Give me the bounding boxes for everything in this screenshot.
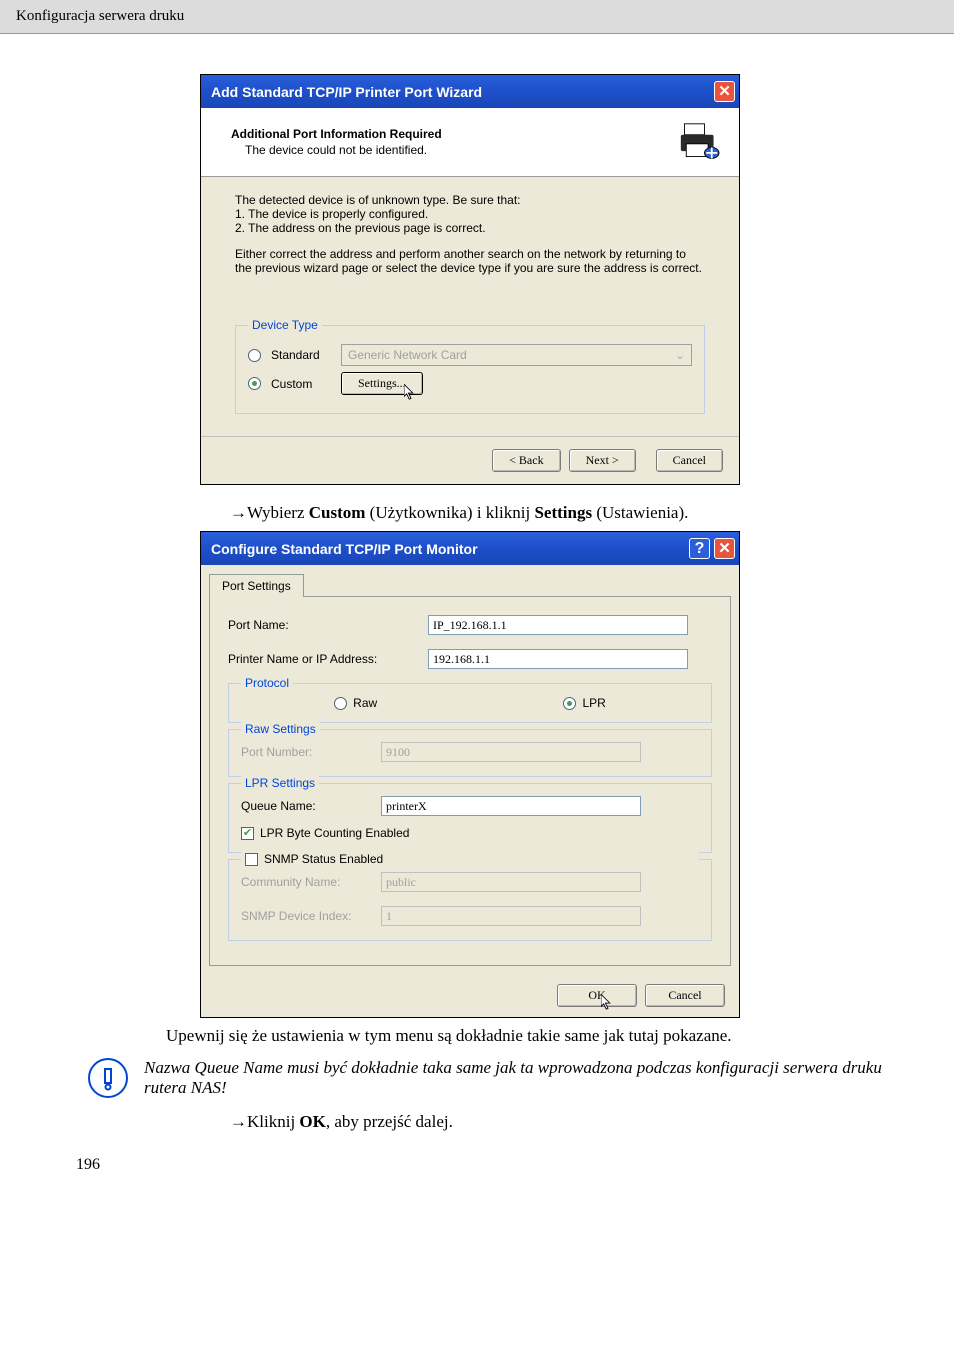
dialog-title: Add Standard TCP/IP Printer Port Wizard [211, 84, 482, 100]
dialog-titlebar: Add Standard TCP/IP Printer Port Wizard … [201, 75, 739, 108]
queue-name-label: Queue Name: [241, 799, 381, 813]
queue-name-input[interactable] [381, 796, 641, 816]
radio-icon[interactable] [248, 377, 261, 390]
radio-icon[interactable] [248, 349, 261, 362]
header-text: Konfiguracja serwera druku [16, 8, 184, 24]
snmp-index-label: SNMP Device Index: [241, 909, 381, 923]
wizard-dialog: Add Standard TCP/IP Printer Port Wizard … [200, 74, 740, 485]
wizard-buttons: < Back Next > Cancel [201, 436, 739, 484]
wizard-title: Additional Port Information Required [231, 127, 442, 141]
dialog-title: Configure Standard TCP/IP Port Monitor [211, 541, 478, 557]
standard-label: Standard [271, 348, 331, 362]
instruction-text: Upewnij się że ustawienia w tym menu są … [166, 1026, 894, 1046]
wizard-header: Additional Port Information Required The… [201, 108, 739, 177]
port-number-input [381, 742, 641, 762]
radio-icon[interactable] [563, 697, 576, 710]
tab-port-settings[interactable]: Port Settings [209, 574, 304, 597]
lpr-radio[interactable]: LPR [563, 696, 605, 710]
cancel-button[interactable]: Cancel [656, 449, 723, 472]
tab-panel: Port Name: Printer Name or IP Address: P… [209, 596, 731, 966]
checkbox-icon[interactable] [245, 853, 258, 866]
raw-settings-fieldset: Raw Settings Port Number: [228, 729, 712, 777]
page-number: 196 [76, 1156, 894, 1174]
cursor-icon [404, 384, 418, 402]
cancel-button[interactable]: Cancel [645, 984, 725, 1007]
body-text-paragraph: Either correct the address and perform a… [235, 247, 705, 275]
port-name-input[interactable] [428, 615, 688, 635]
body-text-point: 2. The address on the previous page is c… [235, 221, 705, 235]
snmp-legend: SNMP Status Enabled [264, 852, 383, 866]
protocol-fieldset: Protocol Raw LPR [228, 683, 712, 723]
wizard-body: The detected device is of unknown type. … [201, 177, 739, 436]
note-text: Nazwa Queue Name musi być dokładnie taka… [144, 1058, 894, 1098]
printer-icon [677, 122, 721, 162]
raw-radio[interactable]: Raw [334, 696, 377, 710]
community-label: Community Name: [241, 875, 381, 889]
raw-label: Raw [353, 696, 377, 710]
cursor-icon [601, 994, 615, 1012]
instruction-text: →Kliknij OK, aby przejść dalej. [230, 1112, 894, 1132]
lpr-settings-fieldset: LPR Settings Queue Name: LPR Byte Counti… [228, 783, 712, 853]
next-button[interactable]: Next > [569, 449, 636, 472]
dialog-buttons: OK Cancel [201, 974, 739, 1017]
lpr-byte-label: LPR Byte Counting Enabled [260, 826, 409, 840]
ok-button[interactable]: OK [557, 984, 637, 1007]
port-name-label: Port Name: [228, 618, 428, 632]
dropdown-value: Generic Network Card [348, 348, 467, 362]
help-icon[interactable]: ? [689, 538, 710, 559]
lpr-byte-checkbox-row[interactable]: LPR Byte Counting Enabled [241, 826, 699, 840]
checkbox-icon[interactable] [241, 827, 254, 840]
info-icon [88, 1058, 128, 1098]
lpr-label: LPR [582, 696, 605, 710]
device-dropdown: Generic Network Card ⌄ [341, 344, 692, 366]
snmp-index-input [381, 906, 641, 926]
close-icon[interactable]: ✕ [714, 538, 735, 559]
printer-addr-label: Printer Name or IP Address: [228, 652, 428, 666]
standard-radio-row[interactable]: Standard Generic Network Card ⌄ [248, 344, 692, 366]
port-monitor-dialog: Configure Standard TCP/IP Port Monitor ?… [200, 531, 740, 1018]
instruction-text: →Wybierz Custom (Użytkownika) i kliknij … [230, 503, 894, 523]
body-text-point: 1. The device is properly configured. [235, 207, 705, 221]
custom-label: Custom [271, 377, 331, 391]
note-row: Nazwa Queue Name musi być dokładnie taka… [88, 1058, 894, 1098]
wizard-subtitle: The device could not be identified. [245, 143, 442, 157]
device-type-fieldset: Device Type Standard Generic Network Car… [235, 325, 705, 414]
printer-addr-input[interactable] [428, 649, 688, 669]
snmp-legend-row[interactable]: SNMP Status Enabled [241, 852, 699, 866]
fieldset-legend: Device Type [248, 318, 322, 332]
radio-icon[interactable] [334, 697, 347, 710]
community-input [381, 872, 641, 892]
back-button[interactable]: < Back [492, 449, 560, 472]
chevron-down-icon: ⌄ [675, 348, 685, 362]
snmp-fieldset: SNMP Status Enabled Community Name: SNMP… [228, 859, 712, 941]
body-text-line: The detected device is of unknown type. … [235, 193, 705, 207]
close-icon[interactable]: ✕ [714, 81, 735, 102]
port-number-label: Port Number: [241, 745, 381, 759]
fieldset-legend: Raw Settings [241, 722, 320, 736]
custom-radio-row[interactable]: Custom Settings... [248, 372, 692, 395]
dialog-titlebar: Configure Standard TCP/IP Port Monitor ?… [201, 532, 739, 565]
page-header: Konfiguracja serwera druku [0, 0, 954, 34]
fieldset-legend: LPR Settings [241, 776, 319, 790]
fieldset-legend: Protocol [241, 676, 293, 690]
